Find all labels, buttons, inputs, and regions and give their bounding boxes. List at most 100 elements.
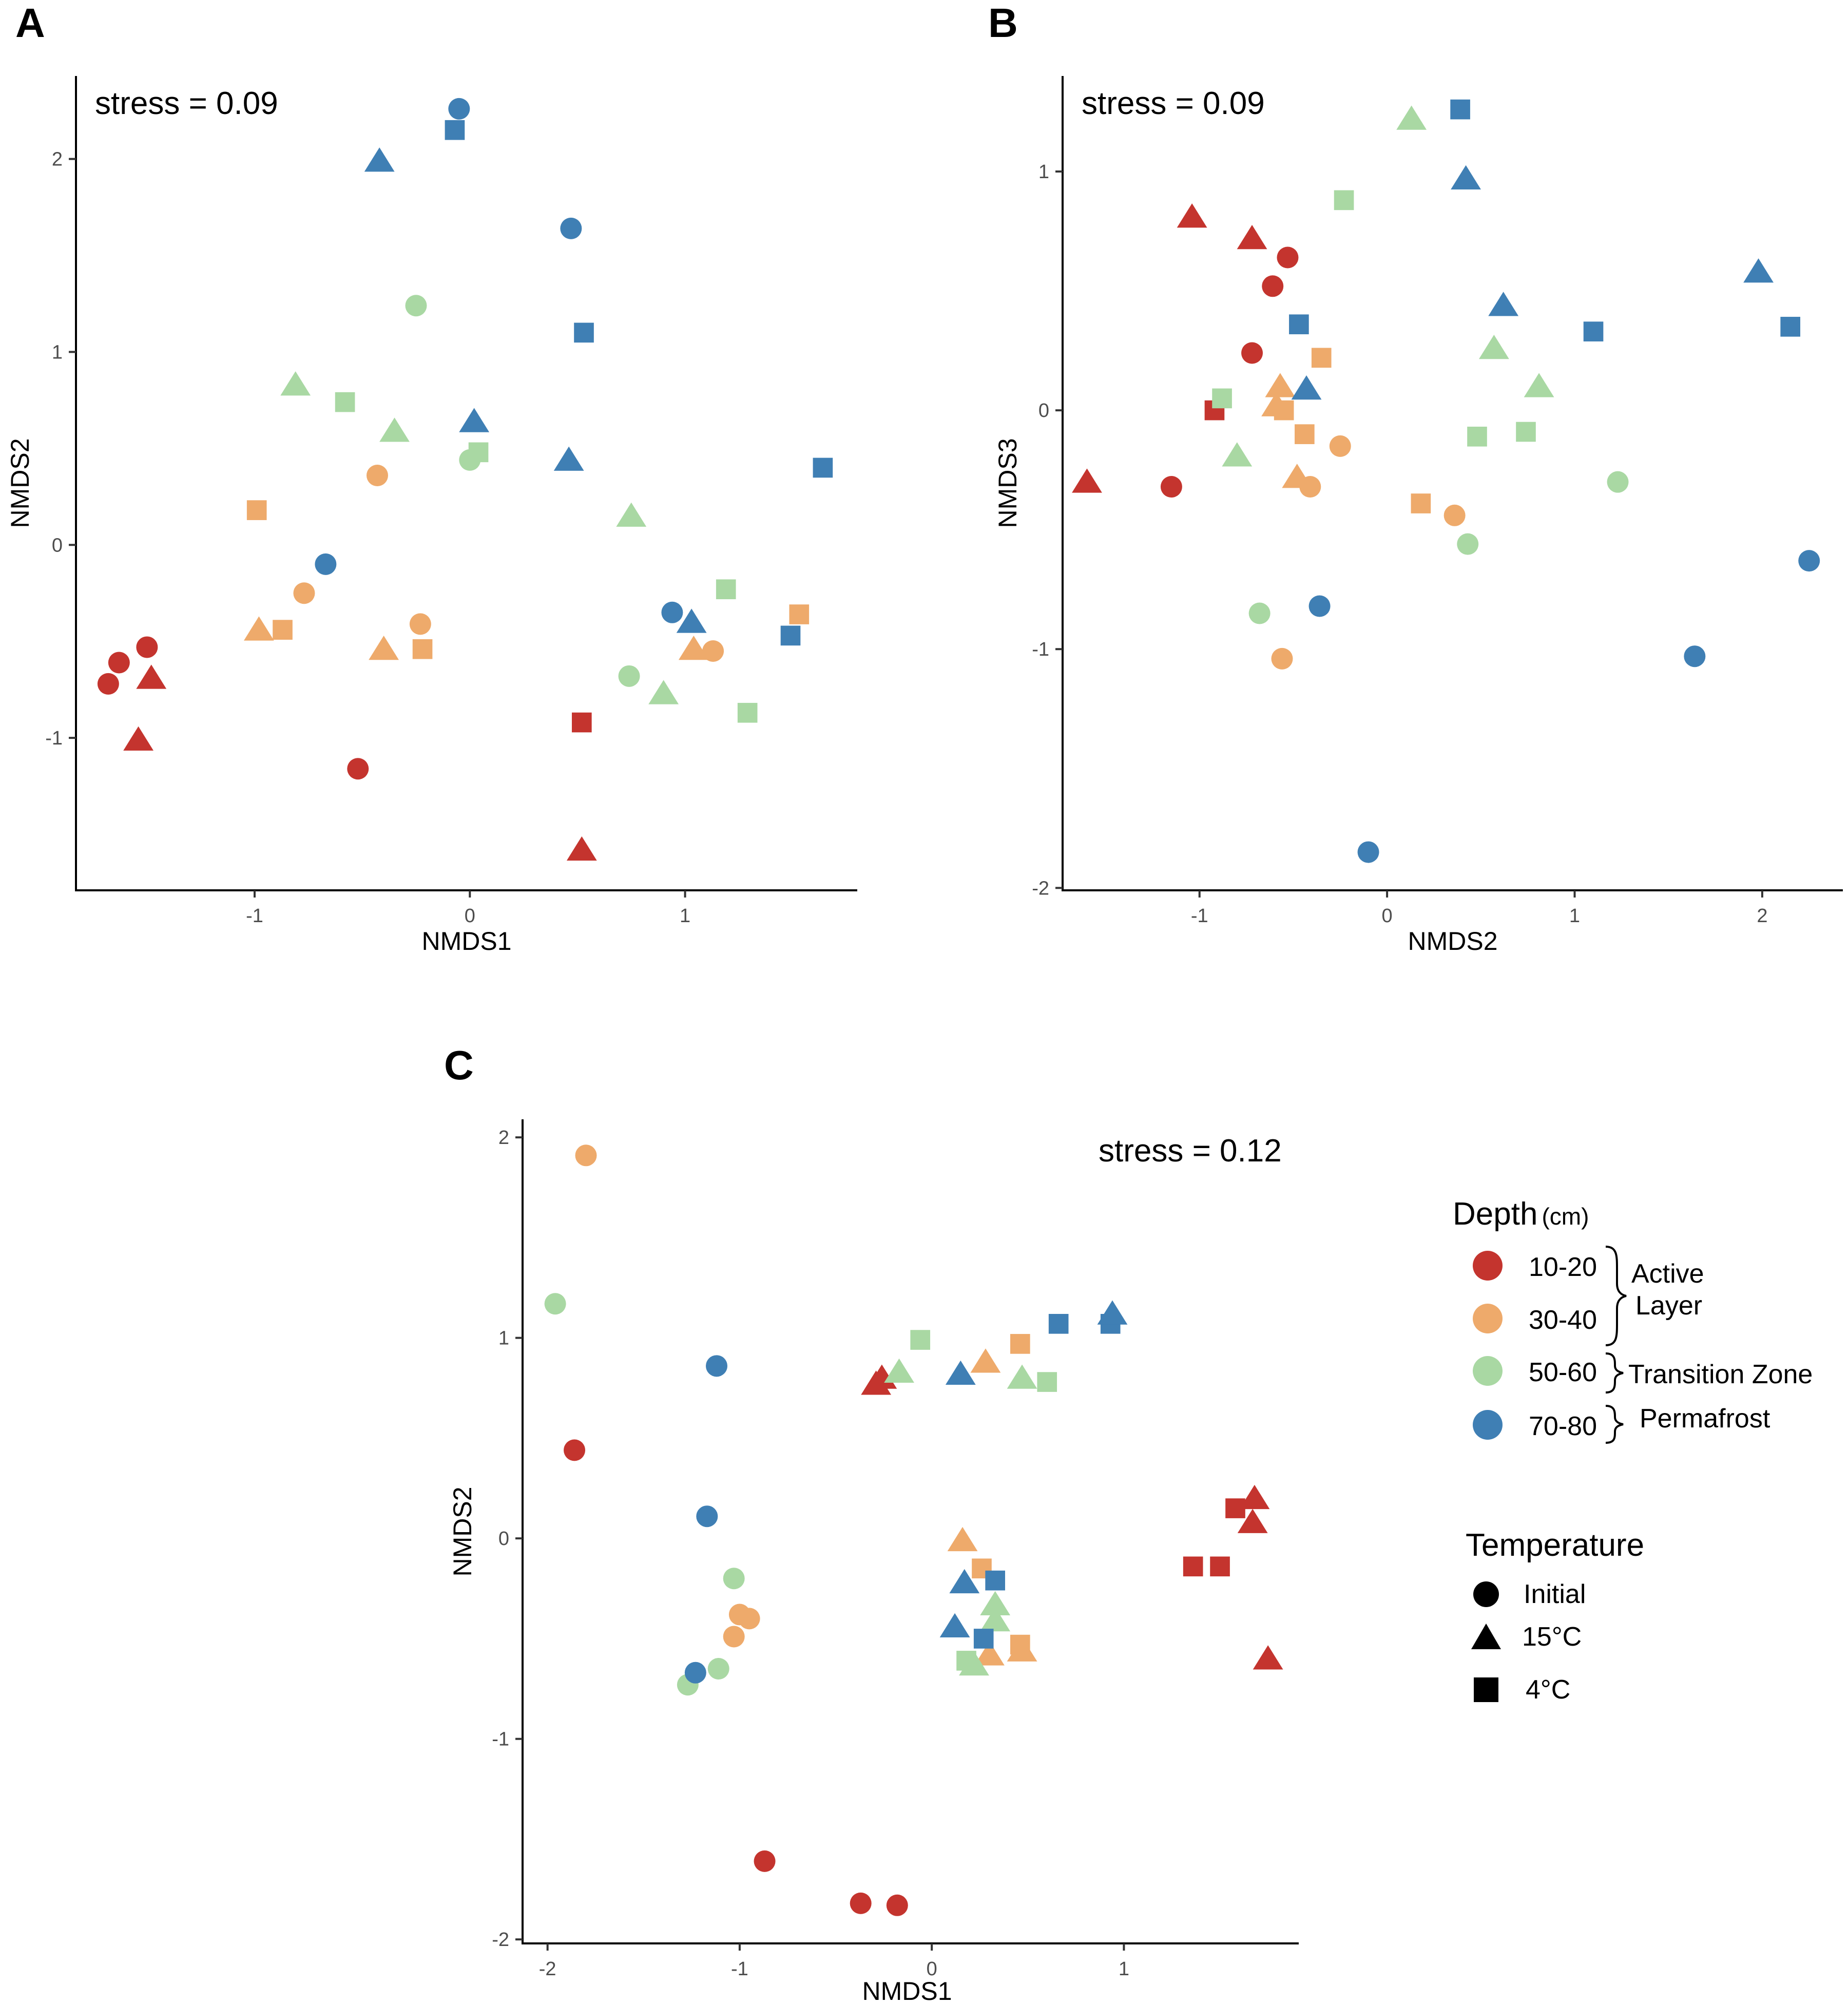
point [566,836,597,861]
point [1295,424,1315,444]
point [335,392,355,412]
point [1222,442,1253,467]
point [1451,165,1481,189]
panel-a-x-tick-label: -1 [246,905,263,927]
point [706,1355,727,1377]
point [1684,645,1706,667]
panel-c-x-title: NMDS1 [862,1977,952,2004]
point [1488,292,1519,316]
panel-b-x-title: NMDS2 [1408,927,1497,956]
point [379,417,410,442]
panel-a-stress: stress = 0.09 [95,86,278,121]
panel-b-y-tick-label: 0 [1038,400,1049,422]
point [1467,426,1487,447]
panel-c-x-tick-label: 0 [927,1958,937,1980]
point [280,371,311,396]
point [468,442,489,463]
panel-b-x-tick-label: 1 [1569,905,1580,927]
panel-a-x-tick-label: 1 [680,905,690,927]
point [676,608,707,633]
panel-b-x-tick-label: -1 [1191,905,1208,927]
legend-swatch-30-40 [1473,1304,1503,1333]
point [448,98,470,120]
panel-b-x-tick-label: 2 [1757,905,1767,927]
point [1443,504,1466,526]
point [1583,321,1604,341]
point [347,758,369,780]
point [1271,647,1293,670]
point [939,1613,970,1637]
point [445,120,465,140]
legend-depth-title: Depth [1453,1196,1537,1232]
panel-b-ticks: -1 0 1 2 -2 -1 0 1 [1032,161,1767,927]
legend-shape-initial [1473,1581,1499,1607]
point [1010,1334,1030,1354]
point [1396,105,1427,130]
point [1097,1300,1128,1325]
point [1253,1645,1283,1670]
panel-a-x-title: NMDS1 [421,927,511,956]
point [618,665,640,687]
point [273,620,293,640]
panel-c-y-tick-label: 2 [498,1127,509,1149]
point [1048,1314,1069,1334]
legend-label-initial: Initial [1524,1579,1586,1609]
point [97,673,119,695]
point [409,613,431,635]
legend-label-15c: 15°C [1522,1622,1582,1652]
point [684,1662,706,1684]
point [850,1892,872,1914]
point [369,635,399,660]
legend-label-4c: 4°C [1526,1675,1570,1705]
point [1516,422,1536,442]
point [123,726,153,751]
point [243,616,274,641]
panel-c-stress: stress = 0.12 [1099,1133,1282,1169]
panel-c-y-title: NMDS2 [448,1486,477,1576]
panel-c-y-tick-label: 0 [498,1528,509,1550]
panel-c-y-tick-label: 1 [498,1328,509,1349]
point [702,640,724,662]
point [246,500,267,520]
panel-b: B -1 0 1 2 -2 -1 0 1 stress = 0.09 NMDS2 NMDS3 [988,0,1843,956]
point [716,579,736,600]
point [1239,1484,1270,1510]
point [959,1651,989,1676]
zone-active-line2: Layer [1635,1291,1702,1321]
point [1308,595,1331,617]
panel-c-x-tick-label: 1 [1119,1958,1129,1980]
panel-a-points [97,98,833,861]
point [574,322,594,343]
legend-label-10-20: 10-20 [1529,1252,1597,1282]
point [1248,602,1270,624]
point [737,702,758,723]
panel-c-points [544,1144,1283,1916]
point [707,1658,729,1679]
point [1277,246,1299,269]
point [560,217,582,239]
point [723,1626,745,1648]
point [1329,435,1351,457]
point [780,625,801,646]
point [1262,275,1284,297]
point [945,1360,976,1385]
panel-c-ticks: -2 -1 0 1 -2 -1 0 1 2 [492,1127,1129,1980]
point [1160,475,1182,498]
point [947,1526,978,1552]
point [1357,841,1379,863]
point [1183,1556,1203,1577]
point [648,680,679,704]
point [789,604,810,624]
point [985,1570,1005,1591]
zone-permafrost: Permafrost [1640,1404,1770,1434]
point [1478,334,1509,359]
point [544,1293,566,1315]
point [970,1348,1001,1373]
point [366,464,388,486]
point [723,1568,745,1590]
panel-a-ticks: -1 0 1 -1 0 1 2 [45,149,690,927]
point [1798,550,1820,572]
point [696,1505,718,1528]
panel-a-y-title: NMDS2 [6,438,34,528]
panel-a-y-tick-label: 0 [52,535,63,556]
